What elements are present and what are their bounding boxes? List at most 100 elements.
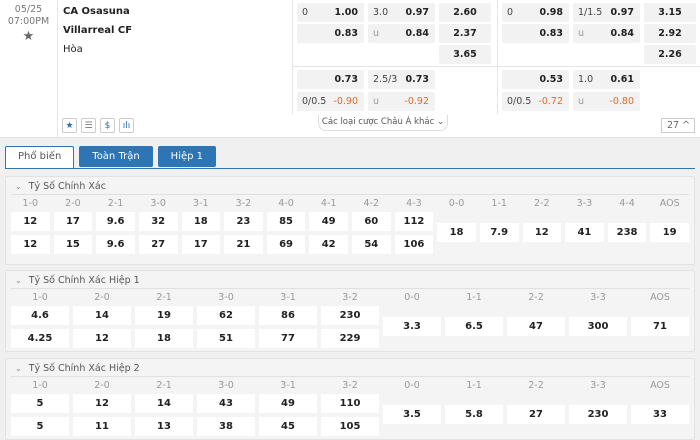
alt-under-odds[interactable]: u -0.92 — [368, 92, 435, 111]
bar-chart-icon[interactable]: ılı — [119, 118, 134, 133]
handicap-away[interactable]: 0.83 — [297, 24, 364, 43]
1x2-odds[interactable]: 2.60 — [439, 3, 491, 22]
odds-cell[interactable]: 19 — [135, 306, 193, 325]
odds-cell[interactable]: 27 — [507, 405, 565, 424]
odds-cell[interactable]: 18 — [181, 212, 221, 231]
alt-over-odds[interactable]: 1.0 0.61 — [573, 70, 640, 89]
over-odds[interactable]: 3.0 0.97 — [368, 3, 435, 22]
odds-cell[interactable]: 45 — [259, 417, 317, 436]
score-column: 3-1 49 45 — [257, 377, 319, 440]
odds-cell[interactable]: 230 — [569, 405, 627, 424]
over-odds[interactable]: 1/1.5 0.97 — [573, 3, 640, 22]
odds-cell[interactable]: 300 — [569, 317, 627, 336]
odds-cell[interactable]: 7.9 — [479, 223, 519, 242]
odds-cell[interactable]: 42 — [309, 235, 348, 254]
1x2-odds[interactable]: 3.15 — [644, 3, 696, 22]
alt-handicap-away[interactable]: 0/0.5 -0.72 — [502, 92, 569, 111]
list-icon[interactable]: ☰ — [81, 118, 96, 133]
odds-cell[interactable]: 15 — [53, 235, 93, 254]
odds-cell[interactable]: 21 — [224, 235, 263, 254]
odds-cell[interactable]: 229 — [321, 329, 379, 348]
section-header[interactable]: ⌄ Tỷ Số Chính Xác Hiệp 1 — [11, 271, 689, 289]
bet-count-toggle[interactable]: 27 ^ — [661, 118, 695, 133]
section-header[interactable]: ⌄ Tỷ Số Chính Xác Hiệp 2 — [11, 359, 689, 377]
odds-cell[interactable]: 11 — [73, 417, 131, 436]
odds-cell[interactable]: 77 — [259, 329, 317, 348]
odds-cell[interactable]: 3.3 — [383, 317, 441, 336]
odds-cell[interactable]: 86 — [259, 306, 317, 325]
tab-fulltime[interactable]: Toàn Trận — [79, 146, 153, 167]
dollar-icon[interactable]: $ — [100, 118, 115, 133]
odds-cell[interactable]: 9.6 — [96, 235, 135, 254]
odds-cell[interactable]: 41 — [565, 223, 604, 242]
star-icon[interactable]: ★ — [62, 118, 77, 133]
odds-cell[interactable]: 6.5 — [445, 317, 503, 336]
chevron-down-icon[interactable]: ⌄ — [15, 364, 22, 373]
alt-handicap-home[interactable]: 0.73 — [297, 70, 364, 89]
odds-cell[interactable]: 12 — [11, 212, 50, 231]
odds-cell[interactable]: 14 — [135, 394, 193, 413]
odds-cell[interactable]: 60 — [352, 212, 391, 231]
odds-cell[interactable]: 51 — [197, 329, 255, 348]
handicap-away[interactable]: 0.83 — [502, 24, 569, 43]
score-column: 1-1 6.5 — [443, 289, 505, 352]
alt-under-odds[interactable]: u -0.80 — [573, 92, 640, 111]
odds-cell[interactable]: 27 — [138, 235, 178, 254]
alt-handicap-away[interactable]: 0/0.5 -0.90 — [297, 92, 364, 111]
under-odds[interactable]: u 0.84 — [573, 24, 640, 43]
odds-cell[interactable]: 5 — [11, 417, 69, 436]
odds-cell[interactable]: 13 — [135, 417, 193, 436]
odds-cell[interactable]: 32 — [138, 212, 178, 231]
more-asian-bets-button[interactable]: Các loại cược Châu Á khác ⌄ — [318, 115, 448, 131]
odds-cell[interactable]: 33 — [631, 405, 689, 424]
odds-cell[interactable]: 18 — [135, 329, 193, 348]
section-header[interactable]: ⌄ Tỷ Số Chính Xác — [11, 177, 689, 195]
odds-cell[interactable]: 238 — [607, 223, 647, 242]
odds-cell[interactable]: 3.5 — [383, 405, 441, 424]
odds-cell[interactable]: 17 — [53, 212, 93, 231]
odds-cell[interactable]: 18 — [437, 223, 476, 242]
odds-cell[interactable]: 47 — [507, 317, 565, 336]
tab-popular[interactable]: Phổ biến — [5, 146, 75, 169]
odds-cell[interactable]: 62 — [197, 306, 255, 325]
odds-cell[interactable]: 4.25 — [11, 329, 69, 348]
odds-cell[interactable]: 71 — [631, 317, 689, 336]
1x2-odds[interactable]: 3.65 — [439, 45, 491, 64]
odds-cell[interactable]: 85 — [266, 212, 306, 231]
1x2-odds[interactable]: 2.37 — [439, 24, 491, 43]
tab-half1[interactable]: Hiệp 1 — [157, 146, 217, 167]
odds-cell[interactable]: 23 — [224, 212, 263, 231]
odds-cell[interactable]: 12 — [73, 394, 131, 413]
odds-cell[interactable]: 49 — [259, 394, 317, 413]
chevron-down-icon[interactable]: ⌄ — [15, 182, 22, 191]
odds-cell[interactable]: 4.6 — [11, 306, 69, 325]
odds-cell[interactable]: 38 — [197, 417, 255, 436]
under-odds[interactable]: u 0.84 — [368, 24, 435, 43]
1x2-odds[interactable]: 2.92 — [644, 24, 696, 43]
odds-cell[interactable]: 5 — [11, 394, 69, 413]
odds-cell[interactable]: 105 — [321, 417, 379, 436]
odds-cell[interactable]: 12 — [73, 329, 131, 348]
odds-cell[interactable]: 54 — [352, 235, 391, 254]
odds-cell[interactable]: 43 — [197, 394, 255, 413]
alt-over-odds[interactable]: 2.5/3 0.73 — [368, 70, 435, 89]
chevron-down-icon[interactable]: ⌄ — [15, 276, 22, 285]
handicap-home[interactable]: 0 0.98 — [502, 3, 569, 22]
odds-cell[interactable]: 112 — [394, 212, 434, 231]
odds-cell[interactable]: 12 — [522, 223, 562, 242]
odds-cell[interactable]: 110 — [321, 394, 379, 413]
alt-handicap-home[interactable]: 0.53 — [502, 70, 569, 89]
1x2-odds[interactable]: 2.26 — [644, 45, 696, 64]
odds-cell[interactable]: 19 — [650, 223, 689, 242]
odds-cell[interactable]: 17 — [181, 235, 221, 254]
odds-cell[interactable]: 9.6 — [96, 212, 135, 231]
favorite-star-icon[interactable]: ★ — [22, 29, 35, 44]
odds-cell[interactable]: 12 — [11, 235, 50, 254]
odds-cell[interactable]: 14 — [73, 306, 131, 325]
odds-cell[interactable]: 49 — [309, 212, 348, 231]
odds-cell[interactable]: 5.8 — [445, 405, 503, 424]
handicap-home[interactable]: 0 1.00 — [297, 3, 364, 22]
odds-cell[interactable]: 106 — [394, 235, 434, 254]
odds-cell[interactable]: 69 — [266, 235, 306, 254]
odds-cell[interactable]: 230 — [321, 306, 379, 325]
